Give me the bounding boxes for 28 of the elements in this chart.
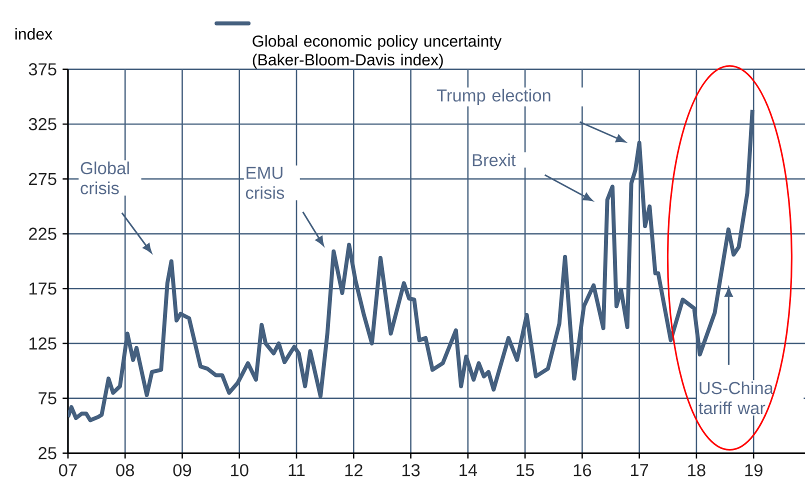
x-tick-label: 11 — [288, 464, 305, 476]
text: Global economic policy uncertainty (Baker-Bloom-Davis index) — [252, 35, 502, 69]
annotation: Global crisis — [80, 162, 129, 194]
x-tick-label: 18 — [688, 464, 706, 476]
y-tick-label: 25 — [38, 447, 56, 460]
annotation: Brexit — [472, 154, 516, 166]
x-tick-label: 19 — [745, 464, 762, 476]
y-tick-label: 125 — [29, 337, 56, 350]
annotation: EMU crisis — [246, 166, 284, 200]
y-tick-label: 325 — [28, 118, 56, 130]
x-tick-label: 08 — [116, 464, 134, 476]
y-tick-label: 275 — [29, 172, 56, 186]
x-tick-label: 07 — [59, 464, 77, 476]
x-tick-label: 13 — [402, 464, 420, 476]
x-tick-label: 10 — [231, 464, 248, 476]
y-tick-label: 375 — [28, 63, 56, 76]
x-tick-label: 12 — [345, 464, 362, 476]
x-tick-label: 09 — [173, 464, 192, 476]
y-axis-title: index — [15, 28, 52, 40]
y-tick-label: 175 — [29, 282, 56, 295]
y-tick-label: 75 — [38, 392, 56, 404]
annotation: US-China tariff war — [698, 382, 774, 414]
x-tick-label: 14 — [460, 464, 478, 476]
y-tick-label: 225 — [29, 228, 56, 240]
annotation: Trump election — [436, 88, 550, 106]
x-tick-label: 15 — [516, 464, 534, 476]
x-tick-label: 16 — [574, 464, 592, 476]
x-tick-label: 17 — [631, 464, 648, 476]
